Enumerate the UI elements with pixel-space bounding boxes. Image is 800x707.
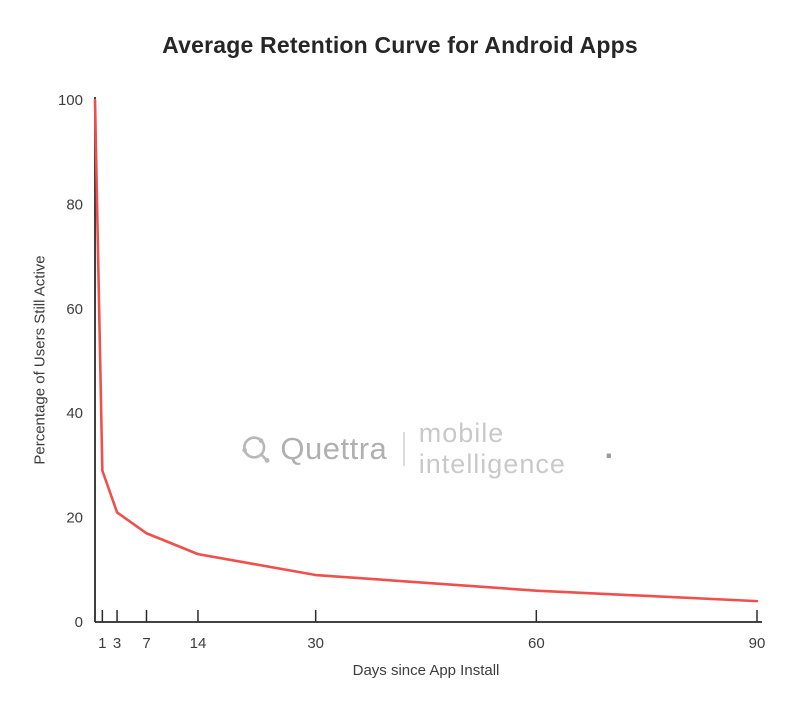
y-tick-label: 40 xyxy=(66,405,83,422)
x-tick-label: 7 xyxy=(142,635,150,652)
x-axis-label: Days since App Install xyxy=(352,662,500,679)
x-tick-label: 30 xyxy=(307,635,324,652)
retention-line xyxy=(93,98,759,603)
y-tick-label: 0 xyxy=(75,614,83,631)
watermark-divider xyxy=(403,432,405,466)
y-tick-label: 80 xyxy=(66,196,83,213)
watermark-dot: . xyxy=(604,432,613,465)
x-tick-label: 90 xyxy=(749,635,766,652)
y-tick-label: 20 xyxy=(66,510,83,527)
x-tick-label: 60 xyxy=(528,635,545,652)
x-tick-label: 1 xyxy=(98,635,106,652)
x-tick-label: 3 xyxy=(113,635,121,652)
quettra-logo-icon xyxy=(242,436,270,463)
y-tick-label: 100 xyxy=(58,92,83,109)
watermark-tagline: mobile intelligence xyxy=(418,418,566,479)
watermark-brand: Quettra xyxy=(280,431,388,466)
chart-title: Average Retention Curve for Android Apps xyxy=(162,32,638,58)
y-tick-label: 60 xyxy=(66,301,83,318)
y-axis-label: Percentage of Users Still Active xyxy=(31,255,49,465)
quettra-watermark: Quettra mobile intelligence . xyxy=(239,418,613,480)
x-tick-label: 14 xyxy=(190,635,207,652)
